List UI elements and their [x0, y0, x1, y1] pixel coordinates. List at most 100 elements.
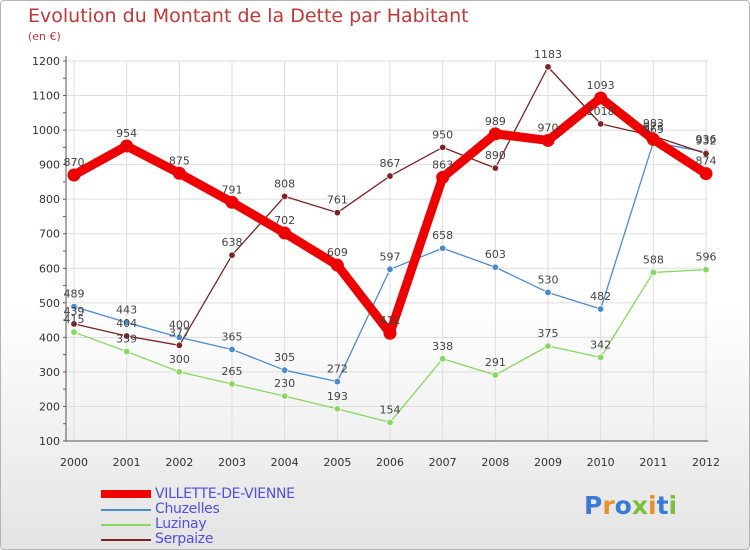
axis-layer: 100 200 300 400 500 600 700 800 900 1000 1100 1200 2…: [32, 55, 720, 469]
data-point: [70, 302, 78, 311]
data-point: [383, 326, 397, 340]
data-label: 375: [538, 327, 559, 340]
data-label: 154: [380, 403, 401, 416]
logo-letter: i: [668, 491, 678, 520]
data-point: [596, 120, 605, 128]
data-point: [544, 288, 552, 297]
data-label: 808: [274, 177, 295, 190]
legend-label: Serpaize: [155, 531, 214, 547]
data-label: 1018: [587, 105, 615, 118]
data-point: [122, 332, 131, 340]
data-label: 482: [590, 290, 611, 303]
data-label: 342: [590, 338, 611, 351]
data-label: 867: [380, 157, 401, 170]
y-tick-label: 1000: [32, 124, 60, 137]
data-label: 983: [643, 117, 664, 130]
data-point: [175, 333, 184, 342]
x-tick-label: 2000: [60, 456, 88, 469]
data-point: [67, 168, 81, 182]
logo-letter: P: [584, 491, 603, 520]
x-tick-label: 2011: [639, 456, 667, 469]
data-label: 377: [169, 326, 190, 339]
data-label: 365: [222, 330, 243, 343]
data-label: 338: [432, 340, 453, 353]
proxiti-logo: Proxiti: [584, 491, 677, 520]
x-tick-label: 2012: [692, 456, 720, 469]
y-tick-label: 400: [39, 331, 60, 344]
data-point: [436, 170, 450, 184]
data-point: [488, 127, 502, 141]
y-tick-label: 900: [39, 159, 60, 172]
data-point: [596, 305, 605, 313]
logo-letter: r: [602, 491, 615, 520]
data-point: [594, 91, 608, 105]
y-tick-label: 700: [39, 228, 60, 241]
data-point: [541, 133, 555, 147]
data-point: [491, 263, 500, 271]
data-point: [333, 208, 342, 217]
data-point: [646, 132, 660, 146]
x-tick-label: 2009: [534, 456, 562, 469]
data-point: [175, 341, 184, 350]
x-tick-label: 2007: [429, 456, 457, 469]
data-point: [280, 192, 289, 201]
data-point: [70, 328, 78, 336]
data-point: [438, 143, 447, 152]
x-tick-label: 2001: [113, 456, 141, 469]
data-label: 305: [274, 351, 295, 364]
data-label: 954: [116, 127, 137, 140]
legend-swatch: [101, 524, 151, 526]
x-tick-label: 2006: [376, 456, 404, 469]
data-label: 597: [380, 250, 401, 263]
data-label: 443: [116, 304, 137, 317]
data-point: [649, 268, 658, 277]
data-label: 973: [643, 120, 664, 133]
data-label: 1183: [534, 48, 562, 61]
x-tick-label: 2010: [587, 456, 615, 469]
data-label: 272: [327, 363, 348, 376]
y-tick-label: 500: [39, 297, 60, 310]
y-tick-label: 600: [39, 262, 60, 275]
chart-title: Evolution du Montant de la Dette par Hab…: [28, 5, 469, 27]
x-tick-label: 2004: [271, 456, 299, 469]
data-label: 588: [643, 253, 664, 266]
x-tick-label: 2003: [218, 456, 246, 469]
y-tick-label: 300: [39, 366, 60, 379]
data-point: [702, 265, 710, 274]
legend-label: VILLETTE-DE-VIENNE: [155, 486, 295, 502]
data-label: 989: [485, 115, 506, 128]
data-label: 230: [274, 377, 295, 390]
data-point: [438, 244, 447, 252]
data-label: 359: [116, 333, 137, 346]
data-point: [544, 63, 552, 71]
data-label: 936: [696, 133, 717, 146]
data-point: [386, 265, 394, 274]
data-label: 863: [432, 158, 453, 171]
legend-swatch: [101, 539, 151, 541]
data-point: [228, 380, 236, 388]
logo-letter: i: [648, 491, 657, 520]
data-point: [386, 172, 394, 180]
legend-label: Chuzelles: [155, 501, 220, 517]
data-point: [596, 353, 605, 362]
data-point: [438, 355, 447, 363]
legend-swatch: [101, 509, 151, 511]
data-label: 702: [274, 214, 295, 227]
data-point: [228, 345, 236, 354]
data-point: [175, 368, 184, 376]
data-point: [280, 392, 289, 400]
data-label: 400: [169, 318, 190, 331]
data-label: 870: [64, 156, 85, 169]
data-label: 965: [643, 123, 664, 136]
data-label: 874: [696, 155, 717, 168]
data-label: 875: [169, 154, 190, 167]
data-label: 603: [485, 248, 506, 261]
data-label: 415: [64, 313, 85, 326]
data-label: 265: [222, 365, 243, 378]
data-label: 596: [696, 251, 717, 264]
data-point: [228, 251, 236, 259]
data-label: 761: [327, 194, 348, 207]
data-label: 291: [485, 356, 506, 369]
data-point: [333, 405, 342, 413]
